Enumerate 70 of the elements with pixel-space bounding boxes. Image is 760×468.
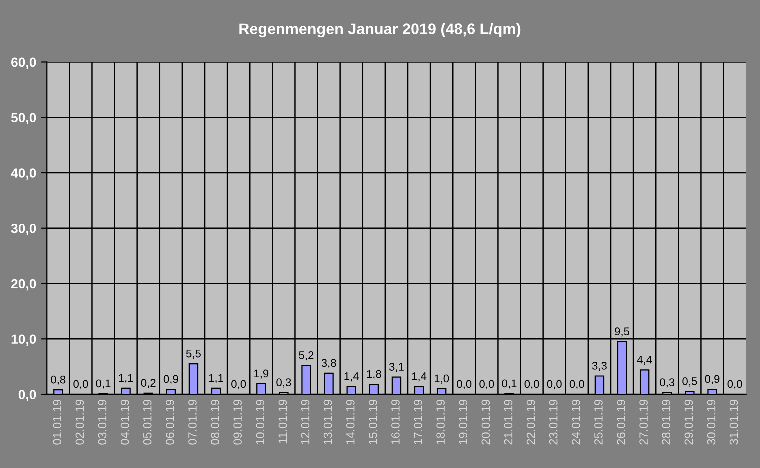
- x-tick-label: 16.01.19: [392, 400, 400, 444]
- x-tick-label: 14.01.19: [346, 400, 355, 444]
- y-tick-label: 60,0: [12, 58, 36, 70]
- x-tick-label: 06.01.19: [166, 400, 174, 445]
- x-tick-label: 18.01.19: [436, 400, 445, 444]
- data-label: 0,5: [682, 378, 698, 387]
- data-label: 0,9: [705, 375, 720, 384]
- x-tick-label: 31.01.19: [730, 400, 738, 445]
- data-label: 1,4: [412, 372, 427, 382]
- x-tick-label: 03.01.19: [98, 400, 107, 445]
- x-tick-label: 29.01.19: [684, 400, 694, 445]
- data-label: 0,8: [51, 376, 66, 386]
- data-label: 9,5: [615, 328, 630, 337]
- x-tick-label: 21.01.19: [504, 400, 513, 445]
- data-label: 0,1: [502, 380, 517, 389]
- x-tick-label: 26.01.19: [617, 400, 626, 445]
- data-label: 0,0: [524, 380, 540, 390]
- x-tick-label: 19.01.19: [459, 400, 468, 444]
- x-tick-label: 17.01.19: [414, 400, 422, 444]
- data-label: 0,3: [660, 378, 675, 388]
- y-tick-label: 50,0: [11, 113, 36, 124]
- x-tick-label: 10.01.19: [256, 400, 265, 444]
- y-tick-label: 30,0: [11, 224, 36, 236]
- x-tick-label: 25.01.19: [594, 400, 603, 445]
- data-label: 0,0: [74, 380, 88, 390]
- data-label: 0,3: [276, 378, 292, 388]
- data-label: 0,0: [232, 380, 246, 390]
- data-label: 4,4: [637, 356, 652, 366]
- data-label: 3,8: [322, 359, 336, 368]
- x-tick-label: 12.01.19: [301, 400, 310, 444]
- data-label: 1,4: [344, 372, 360, 382]
- x-tick-label: 05.01.19: [143, 400, 152, 445]
- data-label: 0,0: [480, 380, 494, 390]
- data-label: 0,0: [728, 380, 742, 390]
- y-tick-label: 40,0: [11, 168, 36, 180]
- x-tick-label: 22.01.19: [526, 400, 536, 445]
- x-tick-label: 24.01.19: [572, 400, 580, 445]
- x-tick-label: 30.01.19: [707, 400, 716, 445]
- x-tick-label: 28.01.19: [662, 400, 671, 445]
- x-tick-label: 15.01.19: [368, 400, 378, 444]
- x-tick-label: 09.01.19: [234, 400, 242, 445]
- x-tick-label: 04.01.19: [120, 400, 130, 445]
- x-tick-label: 11.01.19: [278, 400, 288, 444]
- data-label: 1,0: [434, 374, 450, 384]
- y-tick-label: 20,0: [11, 279, 36, 291]
- data-label: 5,5: [186, 350, 201, 360]
- x-tick-label: 23.01.19: [549, 400, 558, 445]
- data-label: 1,8: [367, 370, 382, 380]
- y-tick-label: 0,0: [18, 390, 36, 402]
- x-tick-label: 20.01.19: [482, 400, 490, 445]
- data-label: 0,0: [457, 380, 472, 390]
- x-tick-label: 27.01.19: [640, 400, 648, 445]
- data-label: 0,2: [141, 379, 156, 388]
- x-tick-label: 13.01.19: [324, 400, 332, 444]
- x-tick-label: 07.01.19: [188, 400, 197, 445]
- data-label: 1,1: [119, 374, 134, 384]
- data-label: 0,0: [570, 380, 584, 390]
- data-label: 5,2: [299, 351, 314, 361]
- data-label: 0,1: [96, 380, 111, 389]
- x-tick-label: 01.01.19: [53, 400, 62, 445]
- data-label: 1,9: [254, 370, 269, 379]
- data-label: 3,3: [592, 362, 607, 372]
- data-label: 1,1: [209, 374, 224, 384]
- x-tick-label: 02.01.19: [76, 400, 84, 445]
- data-label: 0,0: [547, 380, 562, 390]
- data-label: 3,1: [389, 363, 404, 372]
- data-label: 0,9: [164, 375, 178, 384]
- y-tick-label: 10,0: [12, 334, 36, 346]
- chart-title: Regenmengen Januar 2019 (48,6 L/qm): [240, 23, 521, 38]
- x-tick-label: 08.01.19: [211, 400, 220, 445]
